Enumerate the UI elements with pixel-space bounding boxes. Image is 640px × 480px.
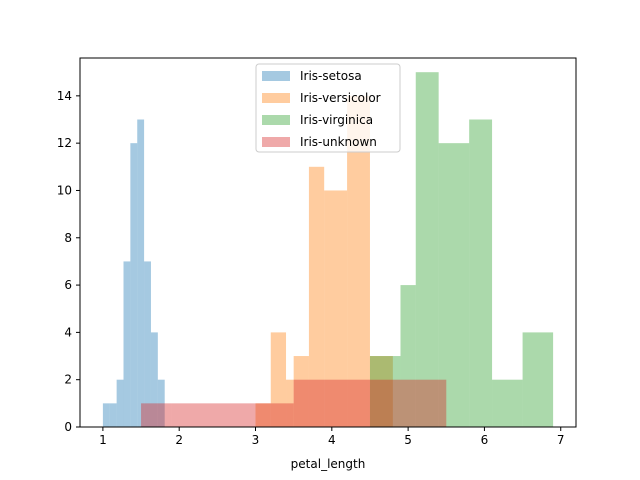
legend-label: Iris-setosa: [300, 69, 362, 83]
y-tick-label: 8: [64, 231, 72, 245]
legend-box: [255, 63, 401, 153]
bar: [255, 403, 294, 427]
y-tick-label: 6: [64, 278, 72, 292]
series-iris-setosa: [102, 119, 165, 427]
y-tick-label: 12: [57, 136, 72, 150]
legend-swatch: [262, 115, 290, 125]
bar: [492, 379, 523, 427]
bar: [171, 403, 256, 427]
bar: [415, 72, 439, 427]
bar: [102, 403, 110, 427]
x-axis-label: petal_length: [291, 457, 366, 471]
x-tick-label: 1: [99, 433, 107, 447]
x-axis: 1 2 3 4 5 6 7: [99, 427, 565, 447]
legend-label: Iris-virginica: [300, 113, 373, 127]
bar: [369, 356, 393, 427]
legend: Iris-setosa Iris-versicolor Iris-virginica…: [255, 63, 401, 153]
bar: [522, 332, 554, 427]
plot-frame: [79, 57, 577, 428]
bar: [141, 403, 172, 427]
bar: [369, 356, 401, 427]
legend-swatch: [262, 71, 290, 81]
bar: [137, 119, 145, 427]
x-tick-label: 5: [404, 433, 412, 447]
bar: [293, 379, 370, 427]
bar: [255, 403, 271, 427]
bar: [308, 166, 325, 428]
legend-swatch: [262, 137, 290, 147]
y-tick-label: 2: [64, 373, 72, 387]
x-tick-label: 6: [481, 433, 489, 447]
bar: [270, 332, 287, 427]
bar: [130, 143, 138, 427]
bar: [116, 379, 124, 427]
x-tick-label: 2: [175, 433, 183, 447]
bar: [469, 119, 493, 427]
bar: [400, 285, 416, 427]
histogram-bars: [102, 72, 554, 428]
series-iris-unknown: [141, 379, 447, 427]
y-tick-label: 4: [64, 325, 72, 339]
bar: [293, 356, 309, 427]
legend-swatch: [262, 93, 290, 103]
bar: [347, 95, 370, 427]
bar: [150, 332, 158, 427]
bar: [324, 190, 348, 427]
x-tick-label: 7: [557, 433, 565, 447]
y-tick-label: 14: [57, 89, 72, 103]
bar: [438, 143, 470, 427]
bar: [157, 379, 165, 427]
bar: [369, 379, 447, 427]
series-iris-virginica: [369, 72, 554, 427]
bar: [109, 403, 117, 427]
x-tick-label: 4: [328, 433, 336, 447]
x-tick-label: 3: [252, 433, 260, 447]
legend-label: Iris-unknown: [300, 135, 377, 149]
y-tick-label: 10: [57, 183, 72, 197]
series-iris-versicolor: [255, 95, 393, 428]
bar: [286, 379, 294, 427]
legend-label: Iris-versicolor: [300, 91, 381, 105]
bar: [144, 261, 151, 427]
y-axis: 0 2 4 6 8 10 12 14: [57, 89, 80, 434]
bar: [123, 261, 131, 427]
y-tick-label: 0: [64, 420, 72, 434]
